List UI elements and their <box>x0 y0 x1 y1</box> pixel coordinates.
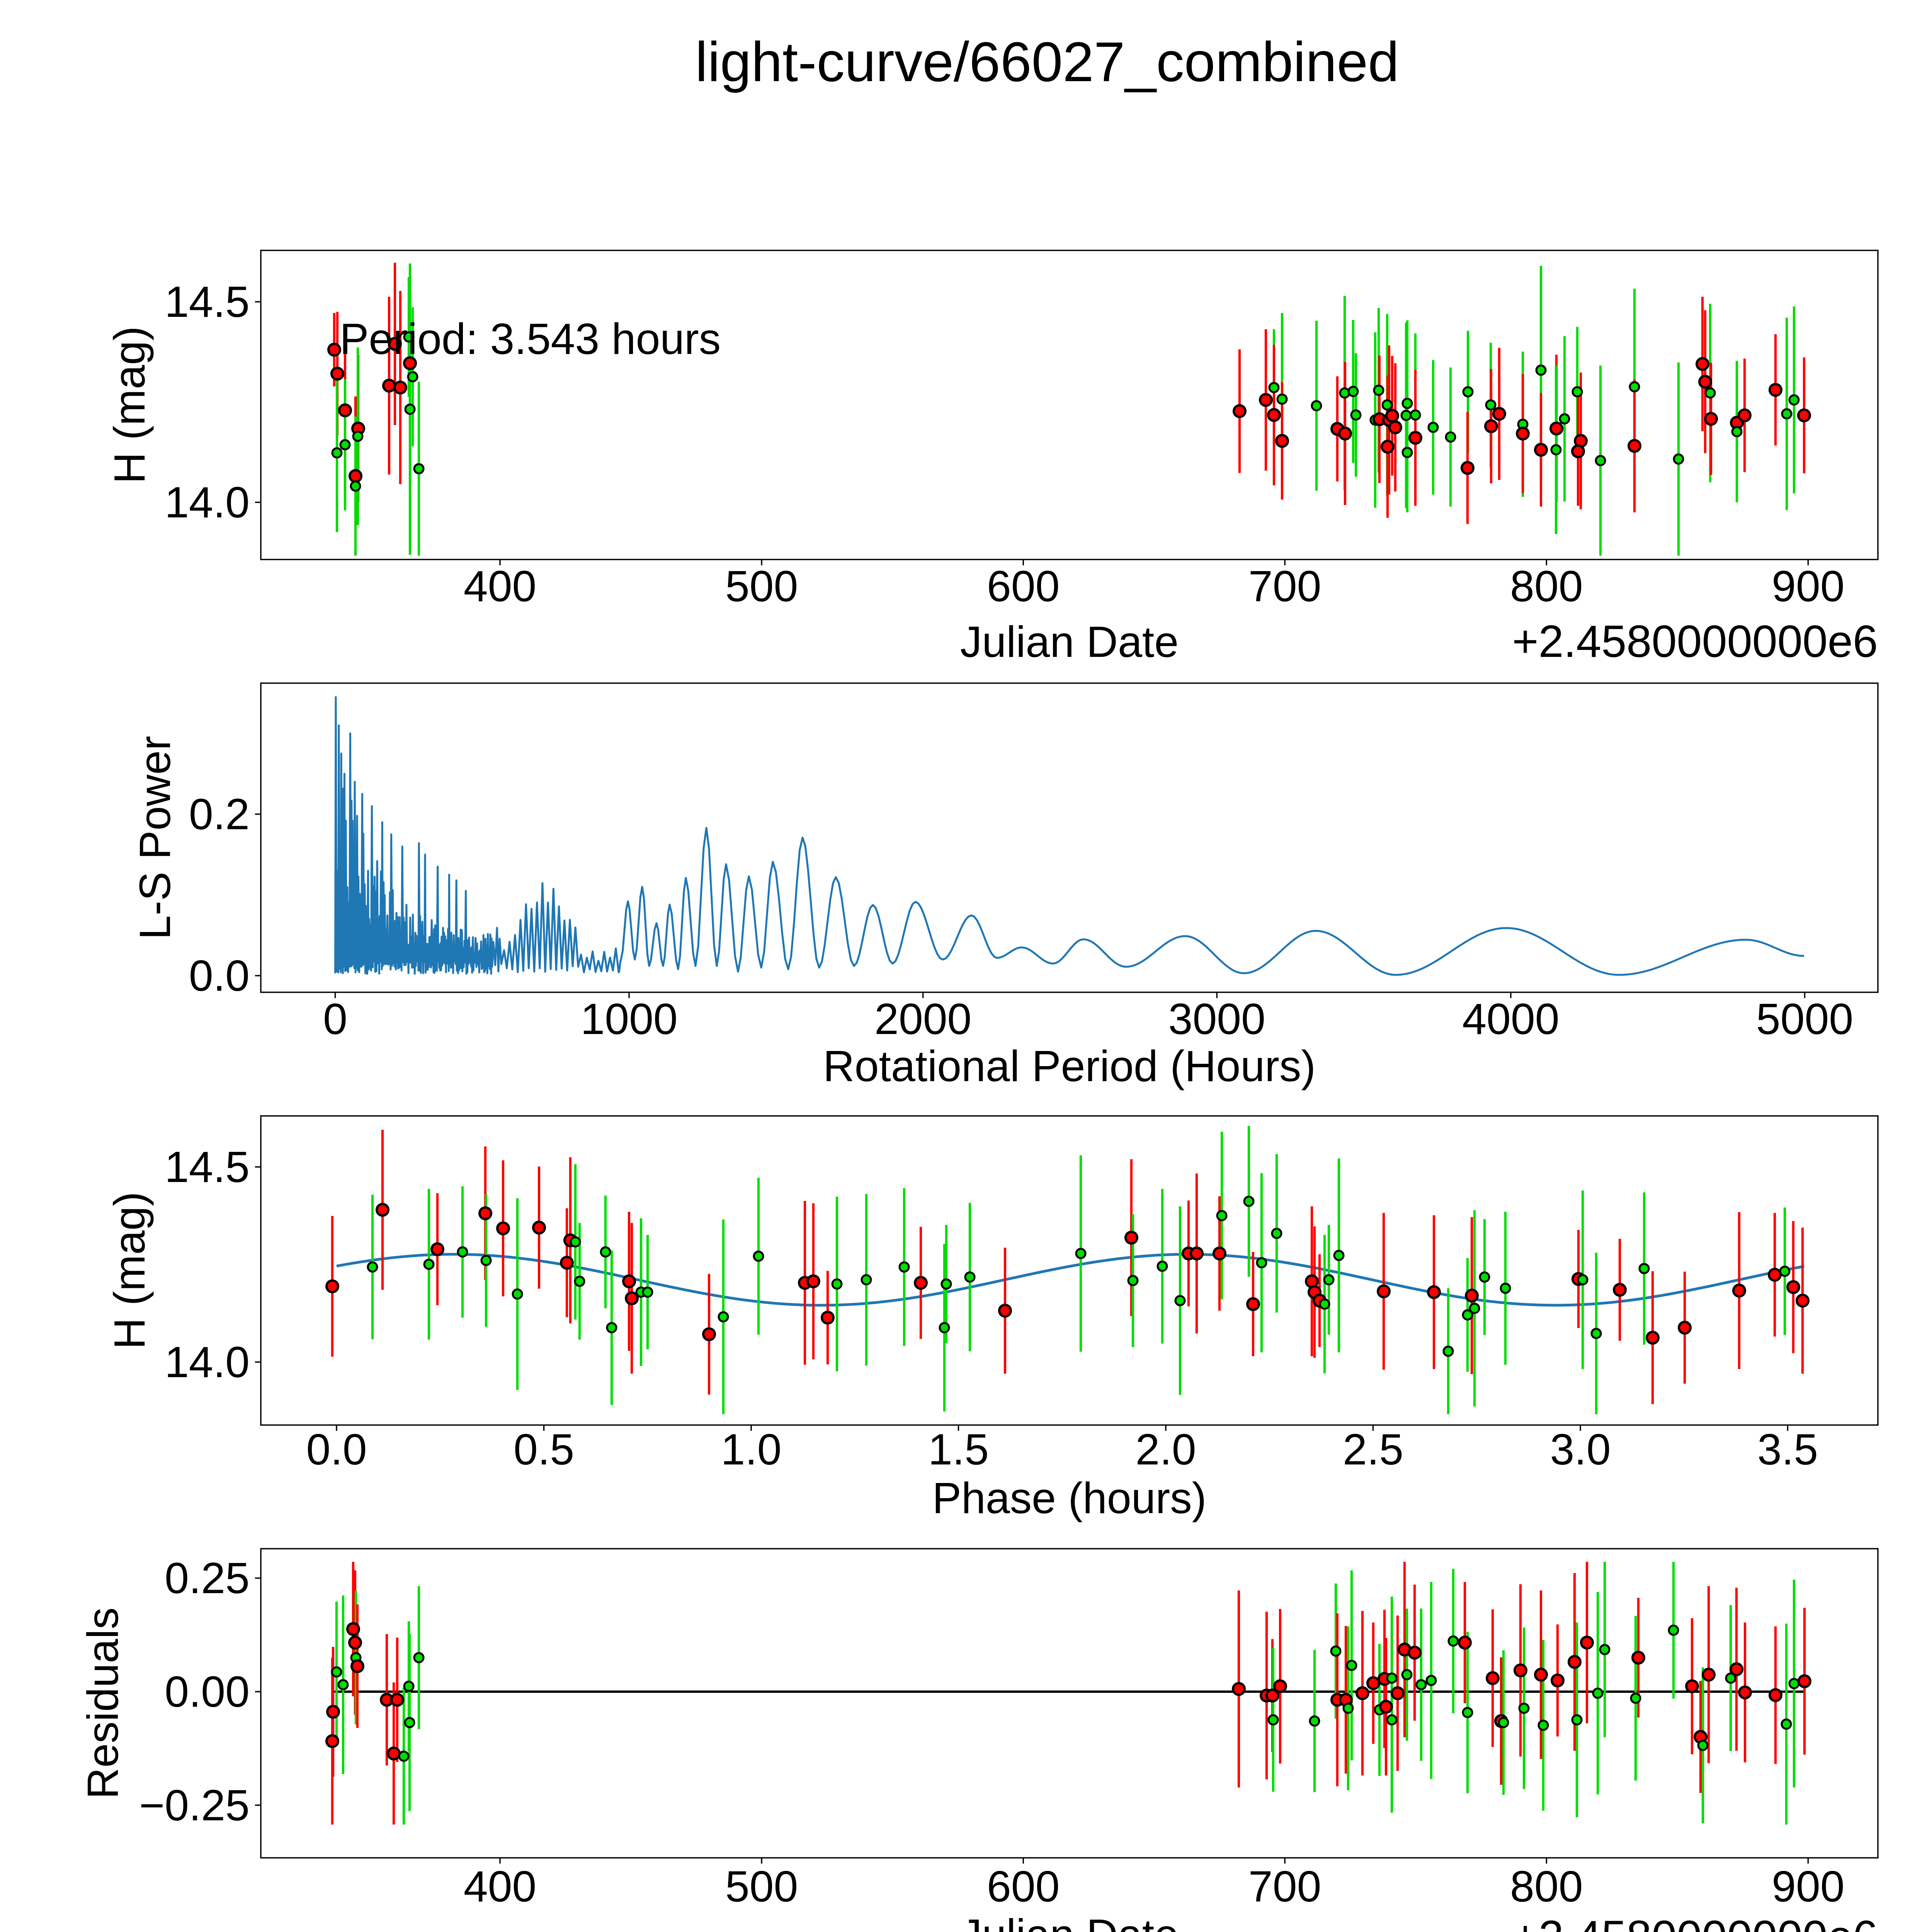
svg-text:3.5: 3.5 <box>1757 1425 1818 1474</box>
svg-text:700: 700 <box>1248 562 1321 611</box>
svg-text:800: 800 <box>1510 562 1583 611</box>
svg-text:14.5: 14.5 <box>165 277 250 326</box>
svg-text:1000: 1000 <box>580 995 677 1043</box>
svg-text:Julian Date: Julian Date <box>960 1910 1179 1932</box>
svg-text:1.0: 1.0 <box>721 1425 781 1474</box>
svg-text:700: 700 <box>1248 1862 1321 1911</box>
svg-text:14.0: 14.0 <box>165 1338 250 1386</box>
svg-text:0.0: 0.0 <box>189 951 250 1000</box>
svg-text:0.2: 0.2 <box>189 790 250 838</box>
svg-text:0.25: 0.25 <box>165 1554 250 1602</box>
svg-text:2.5: 2.5 <box>1343 1425 1403 1474</box>
svg-text:3.0: 3.0 <box>1550 1425 1611 1474</box>
svg-text:0: 0 <box>323 995 347 1043</box>
svg-text:600: 600 <box>987 562 1060 611</box>
svg-text:14.5: 14.5 <box>165 1143 250 1191</box>
svg-text:+2.4580000000e6: +2.4580000000e6 <box>1512 616 1878 667</box>
svg-text:4000: 4000 <box>1462 995 1559 1043</box>
svg-text:600: 600 <box>987 1862 1060 1911</box>
svg-text:500: 500 <box>725 562 798 611</box>
svg-text:5000: 5000 <box>1756 995 1853 1043</box>
svg-text:H (mag): H (mag) <box>105 1192 154 1349</box>
svg-text:1.5: 1.5 <box>928 1425 989 1474</box>
svg-text:900: 900 <box>1772 1862 1845 1911</box>
svg-text:0.0: 0.0 <box>306 1425 367 1474</box>
svg-text:3000: 3000 <box>1168 995 1265 1043</box>
svg-text:400: 400 <box>464 1862 537 1911</box>
svg-text:Julian Date: Julian Date <box>960 617 1179 666</box>
svg-text:900: 900 <box>1772 562 1845 611</box>
svg-text:400: 400 <box>464 562 537 611</box>
svg-text:Rotational Period (Hours): Rotational Period (Hours) <box>823 1042 1316 1090</box>
svg-text:0.00: 0.00 <box>165 1667 250 1716</box>
svg-text:light-curve/66027_combined: light-curve/66027_combined <box>695 31 1399 93</box>
svg-text:14.0: 14.0 <box>165 478 250 527</box>
svg-text:500: 500 <box>725 1862 798 1911</box>
svg-text:Residuals: Residuals <box>78 1607 127 1799</box>
svg-text:+2.4580000000e6: +2.4580000000e6 <box>1512 1911 1878 1932</box>
svg-text:2000: 2000 <box>874 995 971 1043</box>
svg-text:2.0: 2.0 <box>1135 1425 1196 1474</box>
svg-text:−0.25: −0.25 <box>139 1781 250 1830</box>
svg-text:800: 800 <box>1510 1862 1583 1911</box>
svg-text:0.5: 0.5 <box>514 1425 574 1474</box>
svg-text:L-S Power: L-S Power <box>131 736 179 940</box>
svg-text:Phase (hours): Phase (hours) <box>932 1474 1207 1522</box>
svg-text:H (mag): H (mag) <box>105 326 154 484</box>
svg-text:Period: 3.543 hours: Period: 3.543 hours <box>340 315 721 363</box>
